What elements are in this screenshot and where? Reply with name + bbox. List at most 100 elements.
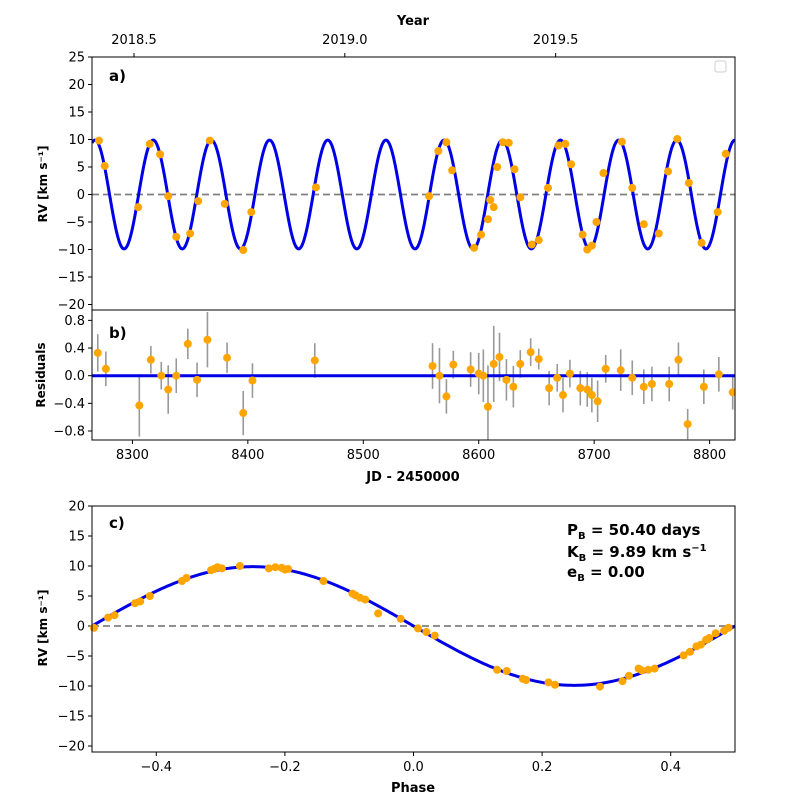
c-data-point: [235, 562, 244, 570]
b-residual-point: [509, 382, 518, 391]
b-residual-point: [647, 379, 656, 388]
a-data-point: [617, 137, 626, 146]
c-data-point: [264, 564, 273, 573]
b-residual-point: [157, 371, 166, 380]
a-data-point: [205, 136, 214, 145]
a-data-point: [578, 230, 587, 239]
b-residual-point: [576, 384, 585, 393]
a-data-point: [164, 192, 173, 201]
c-data-point: [550, 680, 559, 689]
c-frame: [91, 505, 736, 753]
a-model-curve: [92, 138, 735, 251]
a-y-tick-label: 15: [68, 106, 85, 121]
a-data-point: [567, 160, 576, 169]
c-data-point: [711, 629, 720, 638]
b-residual-point: [565, 369, 574, 378]
b-x-tick-label: 8700: [578, 448, 611, 463]
a-y-tick-label: −5: [66, 216, 85, 231]
c-data-point: [217, 564, 226, 573]
a-data-point: [543, 183, 552, 192]
c-data-point: [544, 678, 553, 687]
c-data-point: [422, 628, 431, 636]
b-residual-point: [310, 356, 319, 365]
a-y-ticks: 25 20 15 10 5 0 −5 −10 −15 −20: [58, 51, 92, 313]
a-y-tick-label: −15: [58, 271, 85, 286]
b-residual-point: [558, 391, 567, 400]
a-data-point: [100, 161, 109, 170]
a-data-point: [489, 203, 498, 212]
b-residual-point: [428, 362, 437, 371]
top-axis-ticks: 2018.5 2019.0 2019.5: [111, 33, 578, 57]
c-data-point: [685, 647, 694, 656]
c-data-point: [319, 577, 328, 585]
b-residual-point: [442, 392, 451, 401]
c-data-point: [104, 613, 113, 622]
b-panel-label: b): [109, 324, 127, 342]
b-residual-point: [193, 375, 202, 384]
c-data-point: [136, 597, 145, 606]
b-residual-point: [502, 375, 511, 384]
a-data-point: [247, 208, 256, 217]
b-y-tick-label: 0.4: [64, 342, 85, 357]
b-x-ticks: 8300 8400 8500 8600 8700 8800: [116, 440, 726, 463]
a-data-point: [599, 169, 608, 178]
top-axis-title: Year: [396, 14, 430, 29]
b-residual-point: [728, 388, 735, 397]
b-residual-point: [553, 373, 562, 382]
c-data-point: [618, 677, 627, 686]
b-residual-point: [616, 366, 625, 375]
top-axis-tick-label: 2019.0: [322, 33, 368, 48]
b-residual-point: [449, 360, 458, 369]
b-y-tick-label: 0.0: [64, 369, 85, 384]
c-y-tick-label: 0: [77, 620, 85, 635]
b-residual-point: [435, 371, 444, 380]
a-data-point: [664, 167, 673, 176]
c-y-ticks: 20 15 10 5 0 −5 −10 −15 −20: [58, 500, 92, 755]
c-y-tick-label: −20: [58, 740, 85, 755]
c-data-point: [374, 609, 383, 618]
a-data-point: [510, 165, 519, 174]
a-data-point: [448, 166, 457, 175]
b-residual-point: [683, 420, 692, 429]
c-data-point: [696, 640, 705, 649]
a-data-point: [486, 196, 495, 204]
a-plot-area: [91, 56, 736, 311]
a-data-point: [156, 150, 165, 159]
a-y-tick-label: 5: [77, 161, 85, 176]
a-data-point: [713, 208, 722, 217]
c-x-tick-label: 0.2: [532, 760, 553, 775]
a-data-point: [311, 183, 320, 192]
a-data-point: [628, 183, 637, 192]
a-data-point: [134, 203, 143, 212]
c-y-tick-label: −5: [66, 650, 85, 665]
b-y-ticks: 0.8 0.4 0.0 −0.4 −0.8: [53, 314, 92, 440]
a-data-point: [527, 240, 536, 249]
b-residual-point: [699, 382, 708, 391]
orbit-parameters: PB = 50.40 days KB = 9.89 km s−1 eB = 0.…: [567, 521, 707, 584]
b-residual-point: [466, 365, 475, 374]
a-frame: [91, 56, 736, 311]
empty-legend-box: [714, 60, 727, 73]
a-data-point: [145, 139, 154, 148]
b-x-tick-label: 8600: [462, 448, 495, 463]
b-plot-area: [91, 309, 736, 441]
b-frame: [91, 309, 736, 441]
c-plot-area: [89, 505, 736, 753]
c-panel-label: c): [109, 514, 125, 532]
b-residual-point: [665, 379, 674, 388]
c-x-tick-label: 0.4: [660, 760, 681, 775]
a-y-tick-label: 10: [68, 133, 85, 148]
b-x-tick-label: 8800: [693, 448, 726, 463]
c-y-tick-label: −10: [58, 680, 85, 695]
a-data-point: [220, 199, 229, 208]
a-data-point: [684, 178, 693, 187]
c-x-tick-label: 0.0: [403, 760, 424, 775]
panel-a: Year 2018.5 2019.0 2019.5 25 20 15 10 5 0 −5 −10 −…: [36, 14, 736, 313]
b-residual-point: [628, 373, 637, 382]
c-data-point: [110, 611, 119, 620]
c-data-point: [679, 651, 688, 660]
c-data-point: [705, 634, 714, 642]
semi-amplitude-annotation: KB = 9.89 km s−1: [567, 543, 707, 564]
a-y-tick-label: 25: [68, 51, 85, 66]
c-data-point: [502, 667, 511, 675]
